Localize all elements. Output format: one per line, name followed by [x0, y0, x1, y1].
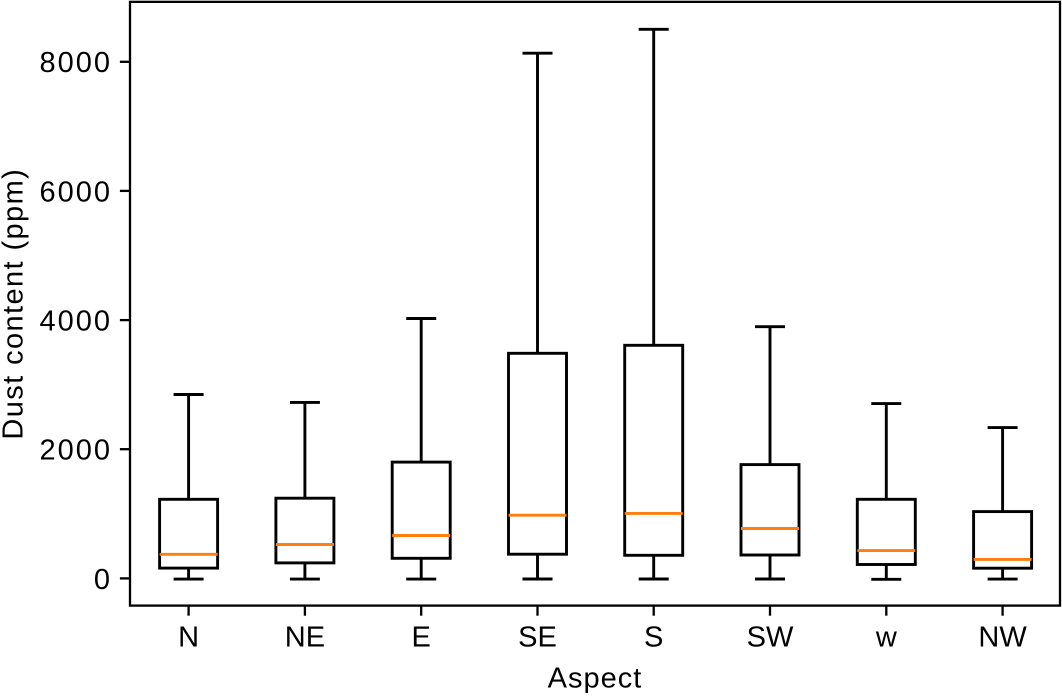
svg-text:w: w — [875, 622, 898, 654]
svg-text:E: E — [412, 622, 431, 654]
svg-text:S: S — [644, 622, 663, 654]
svg-text:4000: 4000 — [39, 306, 112, 338]
svg-text:Aspect: Aspect — [548, 662, 643, 693]
svg-text:NE: NE — [285, 622, 325, 654]
svg-text:NW: NW — [978, 622, 1027, 654]
svg-text:0: 0 — [94, 564, 112, 596]
svg-text:6000: 6000 — [39, 176, 112, 208]
svg-text:N: N — [178, 622, 199, 654]
svg-text:2000: 2000 — [39, 435, 112, 467]
svg-text:8000: 8000 — [39, 47, 112, 79]
svg-text:Dust content (ppm): Dust content (ppm) — [0, 168, 30, 440]
svg-text:SE: SE — [518, 622, 557, 654]
svg-text:SW: SW — [747, 622, 794, 654]
